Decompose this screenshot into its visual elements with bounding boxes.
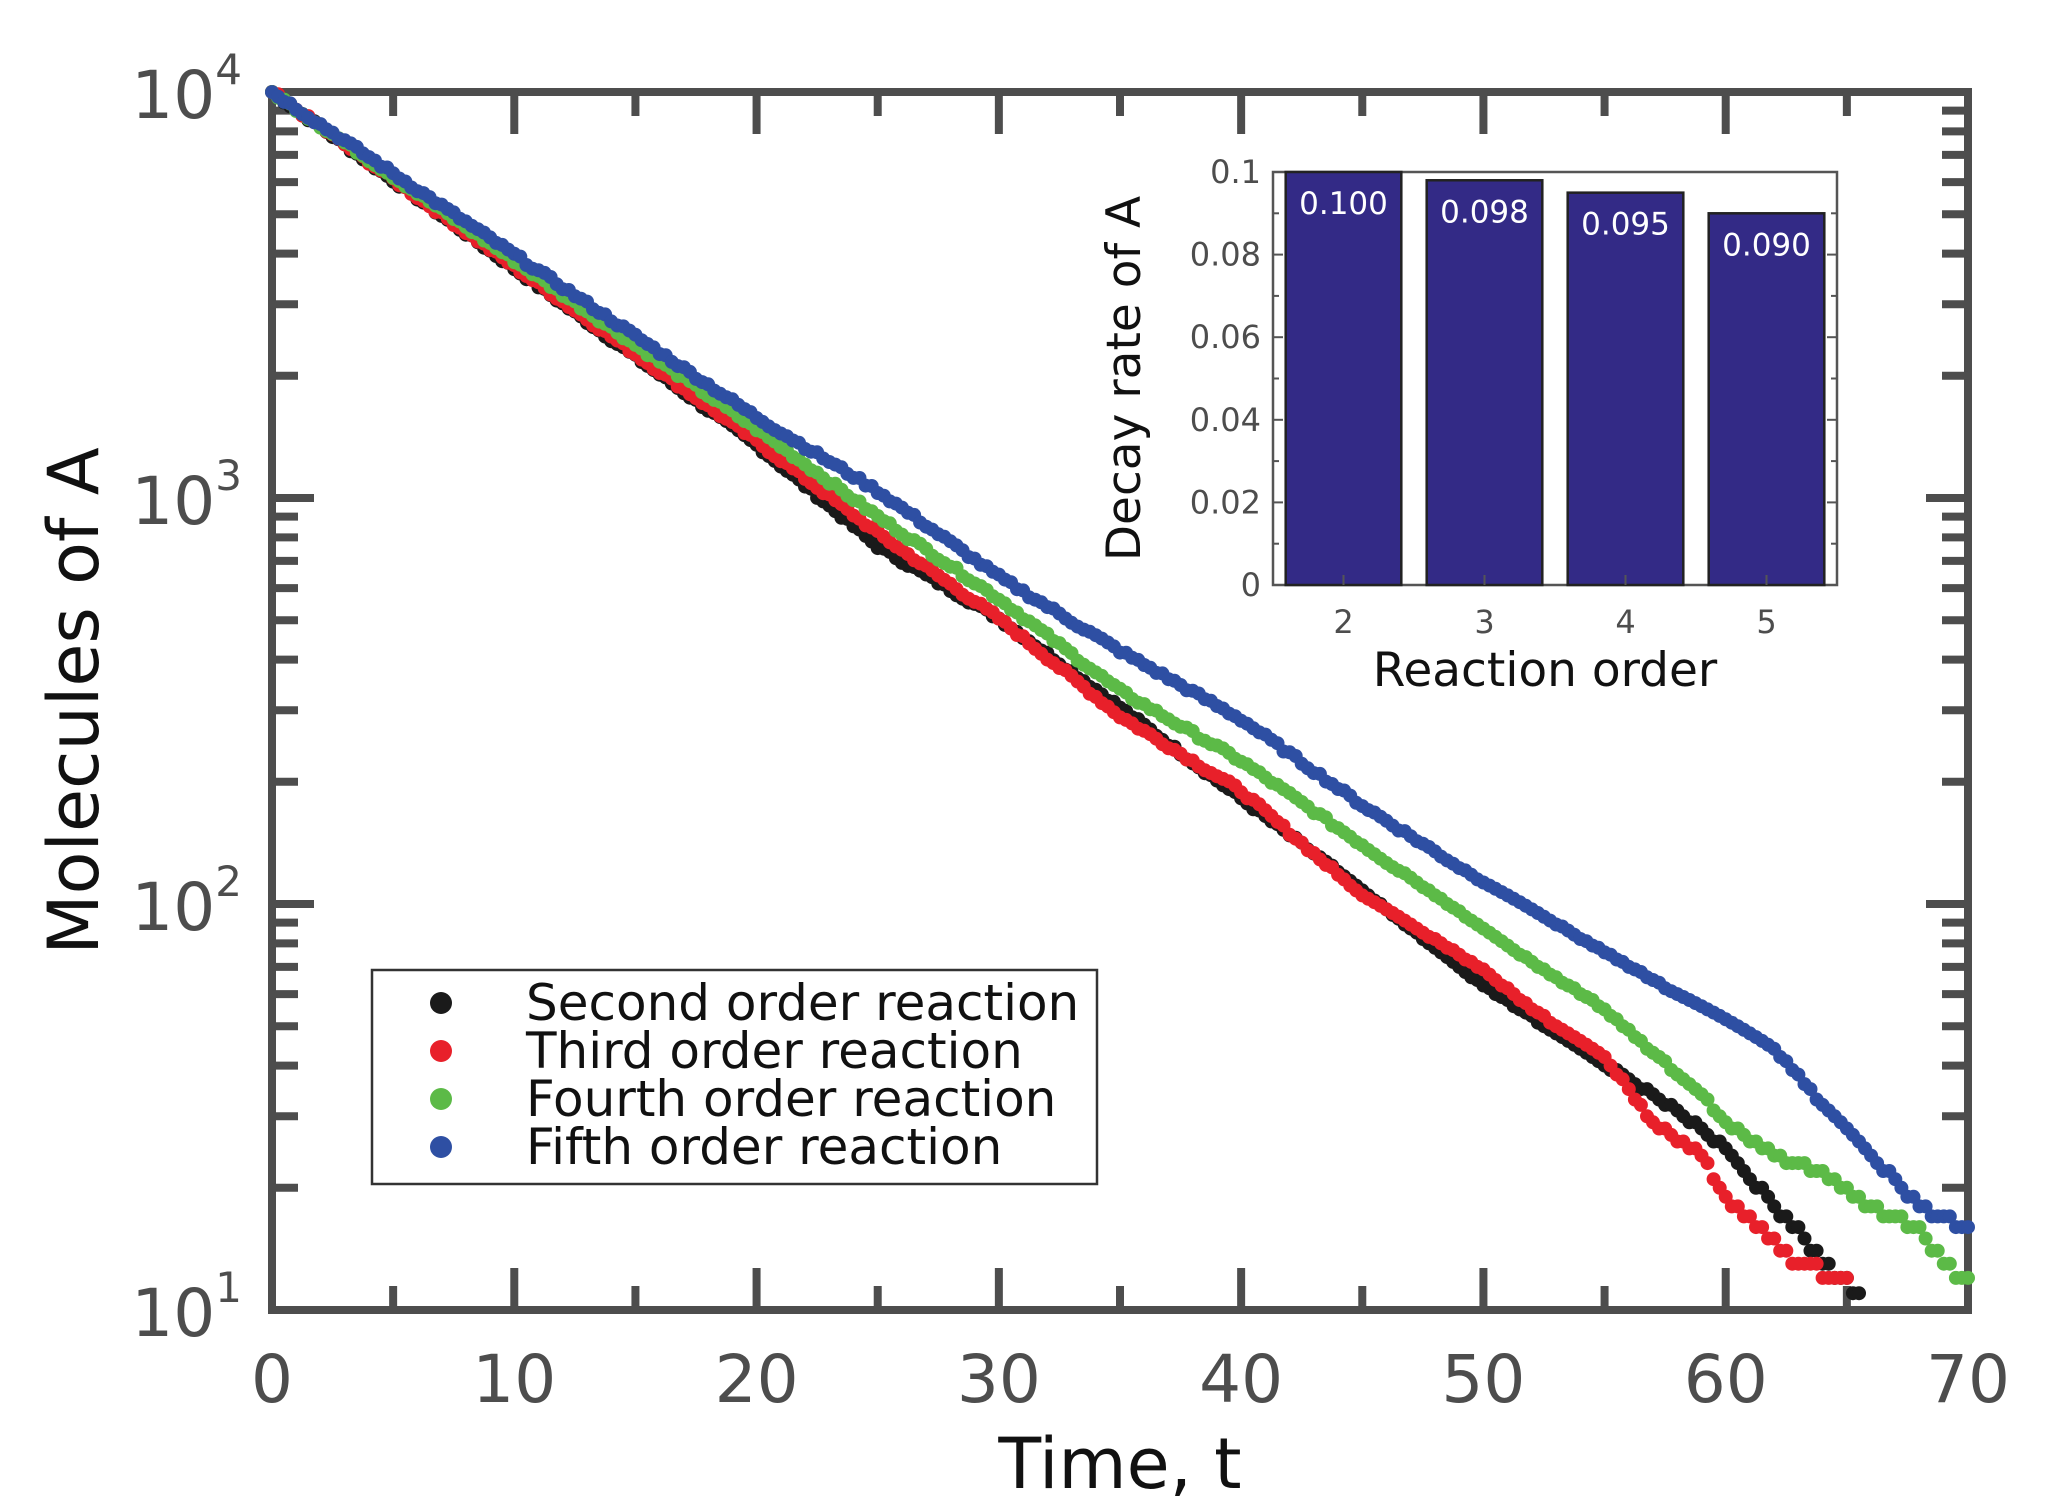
bar-value-label: 0.098 [1440, 194, 1529, 230]
x-axis-title: Time, t [997, 1423, 1241, 1505]
inset-x-tick-label: 5 [1756, 603, 1776, 641]
bar-order-5 [1707, 212, 1826, 587]
data-point [1809, 1243, 1824, 1258]
data-point [1942, 1256, 1957, 1271]
series-5-order [265, 85, 1975, 1235]
data-point [1870, 1199, 1885, 1214]
inset-y-tick-label: 0.1 [1210, 153, 1261, 191]
x-tick-label: 20 [715, 1341, 799, 1418]
bar-order-3 [1425, 179, 1544, 587]
data-point [1961, 1270, 1975, 1285]
x-tick-label: 30 [957, 1341, 1041, 1418]
data-point [1633, 1097, 1648, 1112]
inset-x-tick-label: 3 [1474, 603, 1494, 641]
data-point [1918, 1199, 1933, 1214]
data-point [1803, 1082, 1818, 1097]
inset-x-tick-label: 4 [1615, 603, 1635, 641]
inset-x-tick-label: 2 [1333, 603, 1353, 641]
legend-label: Second order reaction [526, 974, 1079, 1032]
data-point [1779, 1243, 1794, 1258]
x-tick-label: 70 [1926, 1341, 2010, 1418]
data-point [1942, 1209, 1957, 1224]
data-point [1742, 1209, 1757, 1224]
legend-marker [430, 1088, 452, 1110]
data-point [1797, 1231, 1812, 1246]
bar-value-label: 0.100 [1299, 186, 1388, 222]
legend-marker [430, 1040, 452, 1062]
legend-box [370, 968, 1099, 1186]
bar-order-2 [1284, 170, 1403, 587]
inset-y-axis-title: Decay rate of A [1097, 196, 1152, 561]
data-point [1930, 1243, 1945, 1258]
inset-x-axis-title: Reaction order [1373, 643, 1718, 698]
x-tick-label: 0 [251, 1341, 293, 1418]
x-tick-label: 40 [1199, 1341, 1283, 1418]
legend-marker [430, 1136, 452, 1158]
legend-marker [430, 992, 452, 1014]
bar-order-4 [1566, 191, 1685, 587]
data-point [1821, 1256, 1836, 1271]
data-point [1791, 1220, 1806, 1235]
y-tick-label: 102 [131, 857, 242, 946]
y-tick-label: 103 [131, 451, 242, 540]
legend-label: Fourth order reaction [526, 1070, 1056, 1128]
legend-label: Third order reaction [525, 1022, 1023, 1080]
data-point [1779, 1209, 1794, 1224]
data-point [1918, 1231, 1933, 1246]
data-point [1839, 1270, 1854, 1285]
x-tick-label: 10 [472, 1341, 556, 1418]
data-point [1730, 1199, 1745, 1214]
data-point [1755, 1220, 1770, 1235]
data-point [1700, 1156, 1715, 1171]
x-tick-label: 60 [1684, 1341, 1768, 1418]
inset-y-tick-label: 0 [1241, 566, 1261, 604]
data-point [1852, 1286, 1866, 1301]
x-tick-label: 50 [1441, 1341, 1525, 1418]
legend-label: Fifth order reaction [526, 1118, 1002, 1176]
bar-value-label: 0.095 [1581, 207, 1670, 243]
data-point [1621, 1082, 1636, 1097]
inset-y-tick-label: 0.02 [1190, 483, 1261, 521]
bar-value-label: 0.090 [1722, 227, 1811, 263]
data-point [1809, 1256, 1824, 1271]
inset-y-tick-label: 0.08 [1190, 236, 1261, 274]
inset-y-tick-label: 0.06 [1190, 318, 1261, 356]
data-point [1894, 1209, 1909, 1224]
data-point [1700, 1092, 1715, 1107]
inset-y-tick-label: 0.04 [1190, 401, 1261, 439]
data-point [1767, 1231, 1782, 1246]
data-point [1961, 1220, 1975, 1235]
data-point [1912, 1220, 1927, 1235]
y-tick-label: 104 [131, 45, 242, 134]
y-tick-label: 101 [131, 1263, 242, 1352]
y-axis-title: Molecules of A [33, 447, 115, 955]
inset-bar-chart: 0.100 2 0.098 3 0.095 4 0.090 5 0 0.02 0.04 0.06 0.0… [1097, 153, 1839, 698]
